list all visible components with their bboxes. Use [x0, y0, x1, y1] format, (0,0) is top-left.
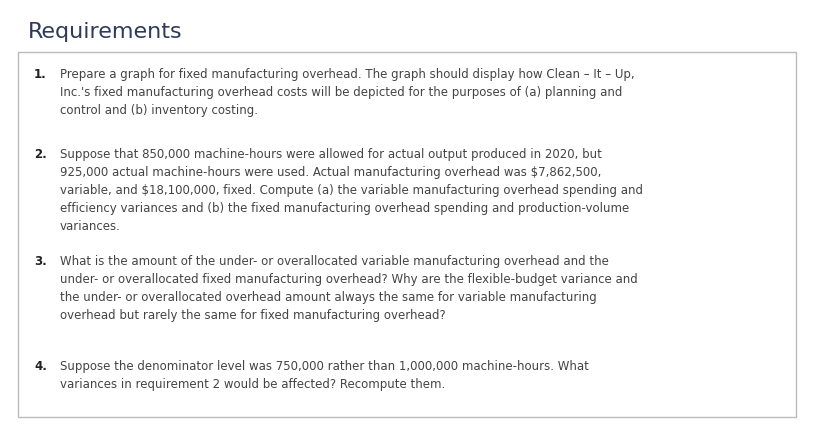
Text: 3.: 3. [34, 255, 47, 268]
Text: What is the amount of the under- or overallocated variable manufacturing overhea: What is the amount of the under- or over… [60, 255, 638, 322]
Text: Suppose the denominator level was 750,000 rather than 1,000,000 machine-hours. W: Suppose the denominator level was 750,00… [60, 360, 589, 391]
Text: Requirements: Requirements [28, 22, 183, 42]
Text: Suppose that 850,000 machine-hours were allowed for actual output produced in 20: Suppose that 850,000 machine-hours were … [60, 148, 643, 233]
Text: 2.: 2. [34, 148, 47, 161]
Text: Prepare a graph for fixed manufacturing overhead. The graph should display how C: Prepare a graph for fixed manufacturing … [60, 68, 635, 117]
Text: 4.: 4. [34, 360, 47, 373]
Bar [18, 52, 796, 417]
Text: 1.: 1. [34, 68, 47, 81]
